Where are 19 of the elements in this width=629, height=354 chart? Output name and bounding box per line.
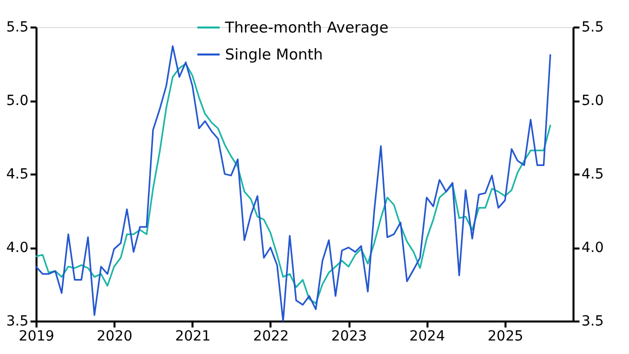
y2-tick-label: 5.0	[582, 93, 604, 109]
y2-tick-label: 4.0	[582, 240, 604, 256]
x-tick-label: 2019	[18, 328, 54, 344]
y-tick-label: 3.5	[6, 314, 28, 330]
y2-tick-label: 3.5	[582, 314, 604, 330]
x-tick-label: 2021	[175, 328, 211, 344]
x-tick-label: 2022	[253, 328, 289, 344]
x-tick-label: 2023	[331, 328, 367, 344]
y-tick-label: 5.0	[6, 93, 28, 109]
legend-label: Three-month Average	[224, 18, 388, 36]
x-tick-label: 2020	[96, 328, 132, 344]
x-tick-label: 2025	[488, 328, 524, 344]
y2-tick-label: 4.5	[582, 166, 604, 182]
x-tick-label: 2024	[409, 328, 446, 344]
y2-tick-label: 5.5	[582, 20, 604, 36]
legend-label: Single Month	[225, 46, 323, 64]
y-tick-label: 4.0	[6, 240, 28, 256]
y-tick-label: 5.5	[6, 20, 28, 36]
y-tick-label: 4.5	[6, 166, 28, 182]
